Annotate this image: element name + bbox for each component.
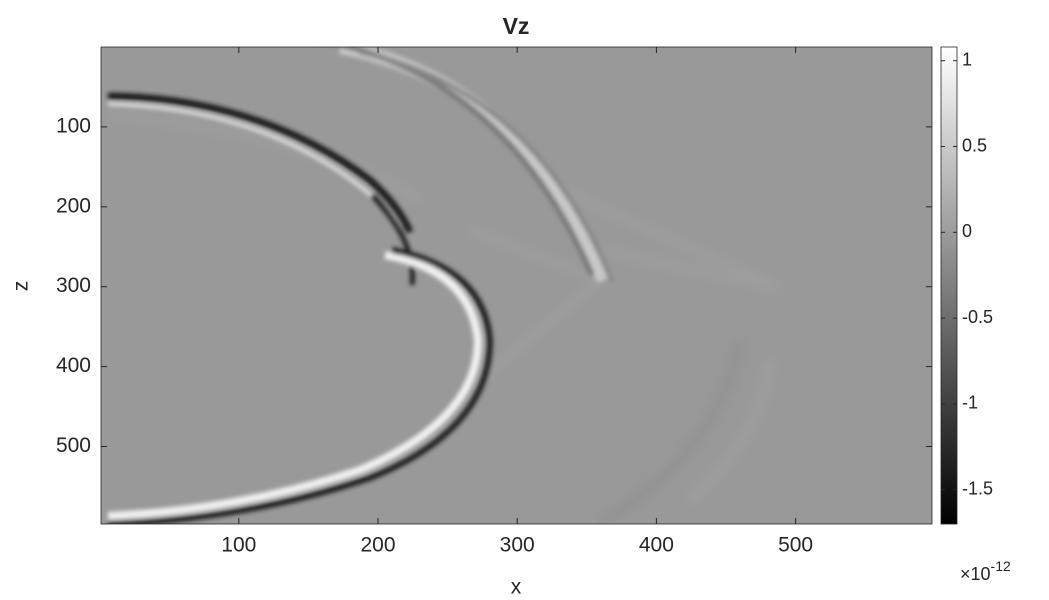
x-tick-label: 100 bbox=[221, 534, 256, 557]
colorbar-exponent-power: -12 bbox=[991, 558, 1011, 574]
y-tick-label: 500 bbox=[56, 434, 91, 457]
colorbar-tick-label: 0 bbox=[962, 221, 972, 241]
wavefield bbox=[107, 47, 782, 524]
colorbar-tick-label: -1 bbox=[962, 393, 978, 413]
colorbar-exponent-base: ×10 bbox=[960, 564, 991, 584]
y-axis-label: z bbox=[10, 281, 33, 292]
colorbar-tick-label: -1.5 bbox=[962, 478, 993, 498]
chart-title: Vz bbox=[503, 13, 530, 39]
colorbar-tick-label: -0.5 bbox=[962, 307, 993, 327]
colorbar-exponent: ×10-12 bbox=[960, 558, 1011, 584]
y-tick-label: 400 bbox=[56, 354, 91, 377]
colorbar bbox=[940, 46, 958, 525]
x-axis-label: x bbox=[511, 576, 522, 599]
plot-frame bbox=[100, 46, 933, 525]
y-tick-label: 100 bbox=[56, 114, 91, 137]
x-tick-label: 300 bbox=[500, 534, 535, 557]
y-tick-label: 300 bbox=[56, 274, 91, 297]
colorbar-tick-label: 0.5 bbox=[962, 135, 987, 155]
y-tick-label: 200 bbox=[56, 194, 91, 217]
colorbar-tick-label: 1 bbox=[962, 49, 972, 69]
x-tick-label: 500 bbox=[778, 534, 813, 557]
x-tick-label: 400 bbox=[639, 534, 674, 557]
heatmap-background bbox=[101, 47, 932, 524]
x-tick-label: 200 bbox=[360, 534, 395, 557]
